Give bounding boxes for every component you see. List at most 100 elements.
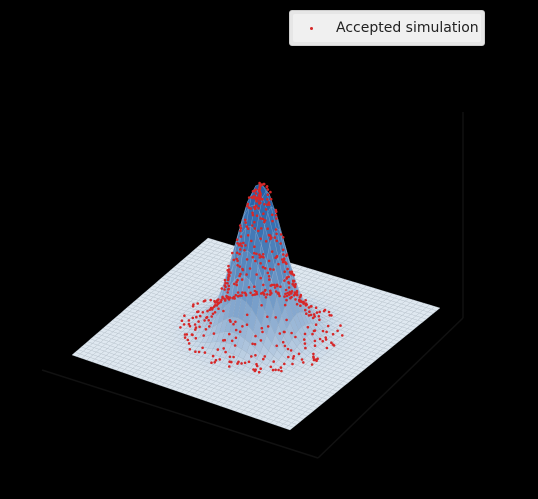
scatter-point xyxy=(250,355,253,358)
scatter-point xyxy=(234,320,237,324)
scatter-point xyxy=(324,336,328,339)
scatter-point xyxy=(243,218,247,222)
scatter-point xyxy=(240,244,243,248)
scatter-point xyxy=(327,310,331,314)
scatter-point xyxy=(183,333,187,336)
scatter-point xyxy=(281,236,285,239)
scatter-point xyxy=(198,314,202,318)
scatter-point xyxy=(209,321,212,325)
scatter-point xyxy=(220,287,224,290)
scatter-point xyxy=(312,355,315,359)
scatter-point xyxy=(259,192,262,196)
scatter-point xyxy=(262,357,265,361)
scatter-point xyxy=(259,197,263,200)
scatter-point xyxy=(321,329,325,333)
scatter-point xyxy=(244,244,247,247)
scatter-point xyxy=(303,342,307,345)
scatter-point xyxy=(236,242,239,245)
scatter-point xyxy=(269,237,272,241)
scatter-point xyxy=(216,301,220,305)
scatter-point xyxy=(238,330,242,334)
scatter-point xyxy=(298,300,301,303)
scatter-point xyxy=(238,274,241,278)
scatter-point xyxy=(283,344,287,348)
scatter-point xyxy=(223,338,227,342)
scatter-point xyxy=(257,370,261,374)
scatter-point xyxy=(243,291,247,295)
scatter-point xyxy=(252,251,256,255)
scatter-point xyxy=(264,208,268,211)
legend-label-accepted-simulation: Accepted simulation xyxy=(336,20,479,36)
scatter-point xyxy=(303,332,307,336)
scatter-point xyxy=(299,295,302,298)
scatter-point xyxy=(325,330,328,334)
scatter-point xyxy=(245,258,249,261)
scatter-point xyxy=(206,309,209,313)
scatter-point xyxy=(254,196,257,199)
scatter-point xyxy=(279,285,282,289)
scatter-point xyxy=(204,328,208,331)
scatter-point xyxy=(276,284,279,288)
scatter-point xyxy=(283,362,286,366)
scatter-point xyxy=(194,350,197,354)
scatter-point xyxy=(266,315,269,319)
scatter-point xyxy=(307,306,311,309)
scatter-point xyxy=(264,240,268,243)
scatter-point xyxy=(330,341,333,345)
scatter-point xyxy=(291,357,295,360)
scatter-point xyxy=(264,296,268,299)
scatter-point xyxy=(195,315,198,319)
scatter-point xyxy=(294,335,297,339)
scatter-point xyxy=(275,239,279,243)
scatter-point xyxy=(246,202,250,206)
scatter-point xyxy=(255,292,259,296)
scatter-point xyxy=(286,267,289,271)
scatter-point xyxy=(221,295,224,299)
scatter-point xyxy=(240,362,243,365)
scatter-point xyxy=(245,313,249,317)
scatter-point xyxy=(193,323,197,326)
scatter-point xyxy=(216,348,220,351)
scatter-point xyxy=(274,316,278,319)
scatter-point xyxy=(313,344,317,348)
scatter-point xyxy=(210,361,213,365)
scatter-point xyxy=(321,339,325,343)
scatter-point xyxy=(302,361,305,364)
scatter-point xyxy=(290,290,294,293)
scatter-point xyxy=(258,184,262,187)
scatter-point xyxy=(191,316,195,320)
scatter-point xyxy=(251,255,254,259)
scatter-point xyxy=(255,252,258,256)
scatter-point xyxy=(268,293,272,296)
scatter-point xyxy=(252,206,256,209)
scatter-point xyxy=(223,284,226,287)
scatter-point xyxy=(187,342,191,345)
scatter-point xyxy=(259,367,263,371)
scatter-point xyxy=(226,291,229,294)
scatter-point xyxy=(230,339,234,343)
scatter-point xyxy=(253,285,256,289)
scatter-point xyxy=(266,293,269,296)
scatter-point xyxy=(285,262,288,266)
scatter-point xyxy=(251,211,254,215)
scatter-point xyxy=(253,342,257,346)
scatter-point xyxy=(236,278,239,282)
scatter-point xyxy=(208,308,212,312)
scatter-point xyxy=(279,366,283,369)
scatter-point xyxy=(300,300,304,304)
scatter-point xyxy=(255,273,258,276)
scatter-point xyxy=(287,355,290,359)
scatter-point xyxy=(223,278,227,282)
scatter-point xyxy=(253,293,257,296)
legend-box xyxy=(293,14,481,42)
scatter-point xyxy=(232,258,236,262)
scatter-point xyxy=(266,271,270,275)
scatter-point xyxy=(271,368,275,372)
y-axis-line xyxy=(317,317,464,459)
scatter-point xyxy=(331,332,335,336)
scatter-point xyxy=(231,296,234,300)
scatter-point xyxy=(308,310,311,314)
scatter-point xyxy=(217,298,220,301)
scatter-point xyxy=(260,227,263,230)
